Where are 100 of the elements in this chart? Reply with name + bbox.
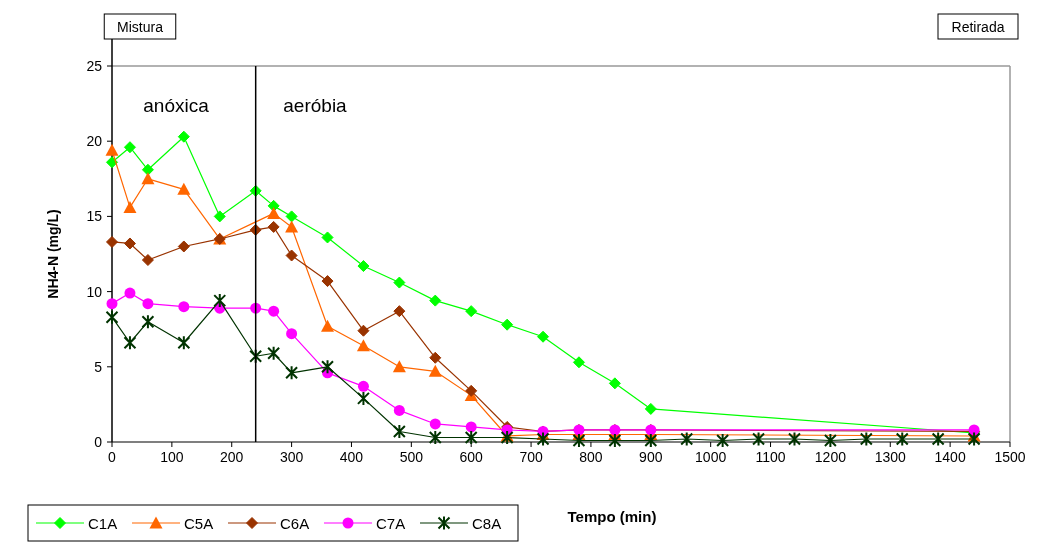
point — [285, 210, 298, 223]
point — [124, 287, 136, 299]
point — [177, 240, 190, 253]
point — [267, 220, 280, 233]
point — [393, 276, 406, 289]
text: Retirada — [951, 19, 1005, 35]
legend-label: C5A — [184, 515, 214, 532]
point — [142, 298, 154, 310]
x-tick-label: 100 — [160, 449, 184, 465]
y-tick-label: 5 — [94, 358, 103, 375]
point — [321, 359, 335, 375]
point — [465, 384, 478, 397]
point — [716, 433, 730, 448]
point — [177, 130, 190, 143]
x-tick-label: 600 — [459, 449, 484, 465]
point — [823, 433, 837, 448]
point — [106, 298, 118, 310]
legend-label: C8A — [472, 515, 502, 532]
y-tick-label: 25 — [86, 58, 103, 74]
x-tick-label: 700 — [519, 449, 543, 465]
point — [105, 309, 119, 325]
point — [106, 235, 118, 248]
point — [608, 433, 622, 448]
point — [895, 431, 909, 447]
point — [356, 390, 370, 406]
point — [285, 365, 299, 381]
point — [429, 294, 442, 307]
point — [141, 254, 154, 267]
point — [787, 431, 801, 447]
x-tick-label: 1100 — [755, 449, 786, 465]
point — [392, 423, 406, 439]
point — [267, 345, 281, 361]
point — [178, 301, 190, 313]
point — [429, 351, 442, 364]
point — [752, 431, 766, 447]
point — [123, 141, 136, 154]
point — [465, 305, 478, 318]
point — [356, 339, 370, 352]
point — [393, 404, 405, 416]
x-tick-label: 300 — [279, 449, 304, 465]
point — [572, 356, 585, 369]
x-tick-label: 400 — [339, 449, 364, 465]
point — [357, 380, 369, 392]
x-tick-label: 1500 — [994, 449, 1026, 465]
point — [608, 377, 621, 390]
point — [141, 172, 155, 185]
y-tick-label: 20 — [86, 133, 103, 150]
point — [321, 231, 334, 244]
y-axis-title: NH4-N (mg/L) — [45, 209, 61, 299]
y-tick-label: 15 — [86, 208, 103, 225]
point — [859, 431, 873, 447]
point — [286, 328, 298, 340]
legend-label: C6A — [280, 515, 310, 532]
point — [357, 324, 370, 337]
x-tick-label: 500 — [399, 449, 424, 465]
point — [393, 305, 406, 318]
point — [501, 318, 514, 331]
x-tick-label: 0 — [108, 449, 117, 465]
x-tick-label: 1200 — [814, 449, 847, 465]
annotation: aeróbia — [283, 95, 348, 116]
point — [967, 431, 981, 447]
point — [268, 305, 280, 317]
y-tick-label: 10 — [86, 283, 103, 300]
x-tick-label: 1300 — [874, 449, 907, 465]
point — [321, 275, 334, 288]
point — [123, 237, 136, 250]
text: Mistura — [117, 19, 164, 35]
point — [572, 433, 586, 448]
y-tick-label: 0 — [94, 434, 103, 450]
point — [213, 210, 226, 223]
point — [428, 429, 442, 445]
point — [465, 421, 477, 433]
point — [392, 360, 406, 373]
point — [177, 182, 191, 195]
point — [267, 206, 281, 219]
point — [285, 249, 298, 262]
point — [105, 143, 119, 156]
x-tick-label: 200 — [220, 449, 244, 465]
point — [249, 348, 263, 364]
legend-label: C7A — [376, 515, 406, 532]
point — [931, 431, 945, 447]
point — [213, 293, 227, 309]
legend-label: C1A — [88, 515, 118, 532]
point — [285, 220, 299, 233]
point — [644, 433, 658, 448]
point — [141, 163, 154, 176]
point — [123, 335, 137, 351]
point — [177, 335, 191, 351]
point — [321, 319, 335, 332]
point — [357, 260, 370, 273]
point — [123, 200, 137, 213]
point — [644, 402, 657, 415]
point — [680, 431, 694, 447]
x-tick-label: 1400 — [934, 449, 966, 465]
x-tick-label: 900 — [639, 449, 663, 465]
x-axis-title: Tempo (min) — [567, 508, 657, 525]
point — [428, 364, 442, 377]
point — [141, 314, 155, 330]
x-tick-label: 800 — [579, 449, 603, 465]
point — [536, 431, 550, 447]
